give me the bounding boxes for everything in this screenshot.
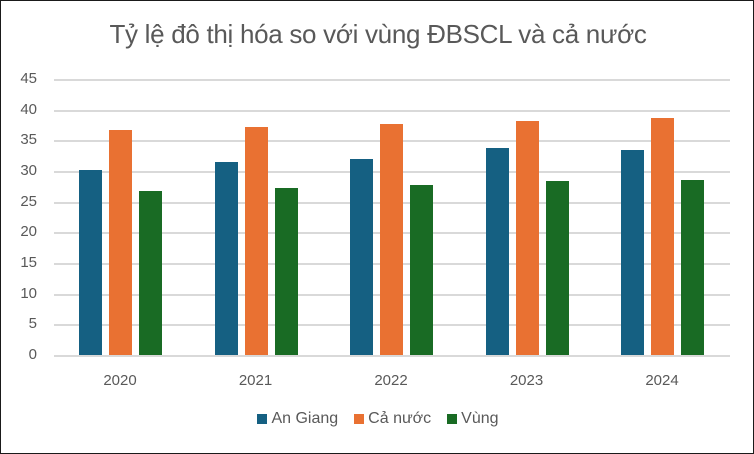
x-tick-label: 2023 bbox=[509, 372, 544, 389]
y-tick-label: 35 bbox=[20, 131, 37, 149]
bar-cả-nước-2022 bbox=[380, 124, 403, 355]
bar-vùng-2022 bbox=[410, 185, 433, 355]
bar-cả-nước-2020 bbox=[109, 129, 132, 355]
legend: An Giang Cả nước Vùng bbox=[1, 410, 754, 428]
y-tick-label: 30 bbox=[20, 162, 37, 179]
legend-item: An Giang bbox=[257, 410, 338, 428]
bar-vùng-2020 bbox=[139, 191, 162, 355]
bar-an-giang-2021 bbox=[214, 162, 238, 355]
y-tick-label: 5 bbox=[28, 315, 37, 333]
y-tick-label: 45 bbox=[20, 70, 37, 87]
bar-cả-nước-2023 bbox=[515, 121, 539, 355]
x-tick-label: 2022 bbox=[374, 372, 408, 389]
legend-swatch-icon bbox=[354, 414, 365, 424]
gridline bbox=[54, 355, 730, 357]
legend-item: Cả nước bbox=[354, 410, 431, 428]
legend-swatch-icon bbox=[447, 414, 458, 424]
chart-title: Tỷ lệ đô thị hóa so với vùng ĐBSCL và cả… bbox=[109, 19, 647, 49]
bar-an-giang-2024 bbox=[621, 149, 644, 355]
legend-label: Cả nước bbox=[368, 410, 432, 427]
y-tick-label: 40 bbox=[20, 100, 37, 118]
bar-an-giang-2020 bbox=[79, 170, 102, 355]
x-tick-label: 2020 bbox=[103, 372, 137, 389]
y-tick-label: 25 bbox=[20, 192, 37, 210]
bar-cả-nước-2021 bbox=[244, 127, 268, 355]
gridline bbox=[54, 79, 730, 81]
legend-swatch-icon bbox=[257, 414, 268, 424]
y-tick-label: 15 bbox=[20, 254, 37, 271]
y-tick-label: 20 bbox=[20, 223, 37, 241]
legend-label: An Giang bbox=[271, 410, 339, 427]
bar-vùng-2024 bbox=[681, 179, 704, 355]
bar-vùng-2021 bbox=[274, 187, 298, 355]
legend-item: Vùng bbox=[447, 410, 499, 428]
bar-cả-nước-2024 bbox=[651, 118, 674, 355]
legend-label: Vùng bbox=[461, 410, 499, 427]
gridline bbox=[54, 109, 730, 112]
x-tick-label: 2021 bbox=[238, 372, 273, 389]
x-tick-label: 2024 bbox=[645, 372, 679, 389]
bar-an-giang-2022 bbox=[350, 159, 373, 355]
y-tick-label: 0 bbox=[28, 346, 37, 363]
bar-vùng-2023 bbox=[545, 180, 569, 355]
y-tick-label: 10 bbox=[20, 284, 37, 302]
bar-an-giang-2023 bbox=[485, 148, 509, 355]
